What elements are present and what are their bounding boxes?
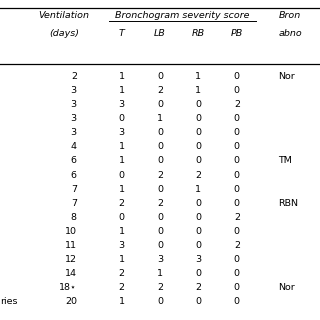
Text: 0: 0: [157, 213, 163, 222]
Text: 4: 4: [71, 142, 77, 151]
Text: 0: 0: [196, 227, 201, 236]
Text: 0: 0: [234, 269, 240, 278]
Text: 1: 1: [119, 297, 124, 306]
Text: 0: 0: [234, 185, 240, 194]
Text: TM: TM: [278, 156, 292, 165]
Text: 2: 2: [234, 100, 240, 109]
Text: 0: 0: [119, 114, 124, 123]
Text: 0: 0: [196, 241, 201, 250]
Text: 1: 1: [119, 72, 124, 81]
Text: 6: 6: [71, 156, 77, 165]
Text: 2: 2: [119, 199, 124, 208]
Text: 0: 0: [234, 86, 240, 95]
Text: 1: 1: [119, 227, 124, 236]
Text: 1: 1: [196, 72, 201, 81]
Text: PB: PB: [231, 29, 243, 38]
Text: 0: 0: [157, 156, 163, 165]
Text: 3: 3: [195, 255, 202, 264]
Text: Bronchogram severity score: Bronchogram severity score: [115, 11, 250, 20]
Text: 0: 0: [157, 297, 163, 306]
Text: 1: 1: [196, 185, 201, 194]
Text: 2: 2: [196, 171, 201, 180]
Text: Nor: Nor: [278, 283, 295, 292]
Text: 0: 0: [196, 156, 201, 165]
Text: 3: 3: [71, 86, 77, 95]
Text: 1: 1: [119, 156, 124, 165]
Text: 1: 1: [119, 255, 124, 264]
Text: 3: 3: [118, 241, 125, 250]
Text: 2: 2: [157, 199, 163, 208]
Text: 3: 3: [71, 114, 77, 123]
Text: 7: 7: [71, 185, 77, 194]
Text: 0: 0: [196, 269, 201, 278]
Text: 11: 11: [65, 241, 77, 250]
Text: 0: 0: [157, 72, 163, 81]
Text: 1: 1: [157, 269, 163, 278]
Text: 1: 1: [119, 86, 124, 95]
Text: 0: 0: [196, 100, 201, 109]
Text: 1: 1: [157, 114, 163, 123]
Text: ries: ries: [0, 297, 18, 306]
Text: 0: 0: [234, 171, 240, 180]
Text: 0: 0: [196, 297, 201, 306]
Text: 0: 0: [234, 297, 240, 306]
Text: 0: 0: [196, 114, 201, 123]
Text: 0: 0: [157, 185, 163, 194]
Text: 2: 2: [119, 269, 124, 278]
Text: 0: 0: [234, 227, 240, 236]
Text: 2: 2: [157, 86, 163, 95]
Text: 18⋆: 18⋆: [59, 283, 77, 292]
Text: 2: 2: [157, 283, 163, 292]
Text: 0: 0: [157, 128, 163, 137]
Text: RB: RB: [192, 29, 205, 38]
Text: 1: 1: [196, 86, 201, 95]
Text: 0: 0: [157, 100, 163, 109]
Text: 3: 3: [157, 255, 163, 264]
Text: 0: 0: [234, 114, 240, 123]
Text: T: T: [119, 29, 124, 38]
Text: 0: 0: [157, 241, 163, 250]
Text: 7: 7: [71, 199, 77, 208]
Text: 2: 2: [119, 283, 124, 292]
Text: 0: 0: [196, 213, 201, 222]
Text: 3: 3: [118, 100, 125, 109]
Text: 0: 0: [234, 255, 240, 264]
Text: LB: LB: [154, 29, 166, 38]
Text: RBN: RBN: [278, 199, 298, 208]
Text: 20: 20: [65, 297, 77, 306]
Text: 0: 0: [119, 213, 124, 222]
Text: 1: 1: [119, 185, 124, 194]
Text: 2: 2: [157, 171, 163, 180]
Text: 0: 0: [234, 128, 240, 137]
Text: 0: 0: [234, 72, 240, 81]
Text: 0: 0: [234, 283, 240, 292]
Text: 0: 0: [234, 199, 240, 208]
Text: 2: 2: [71, 72, 77, 81]
Text: abno: abno: [278, 29, 302, 38]
Text: 3: 3: [118, 128, 125, 137]
Text: 0: 0: [157, 227, 163, 236]
Text: 6: 6: [71, 171, 77, 180]
Text: 3: 3: [71, 100, 77, 109]
Text: 2: 2: [234, 213, 240, 222]
Text: 0: 0: [119, 171, 124, 180]
Text: 0: 0: [196, 142, 201, 151]
Text: 0: 0: [234, 156, 240, 165]
Text: Nor: Nor: [278, 72, 295, 81]
Text: 8: 8: [71, 213, 77, 222]
Text: 0: 0: [196, 128, 201, 137]
Text: 1: 1: [119, 142, 124, 151]
Text: 2: 2: [196, 283, 201, 292]
Text: 14: 14: [65, 269, 77, 278]
Text: Bron: Bron: [278, 11, 301, 20]
Text: Ventilation: Ventilation: [38, 11, 90, 20]
Text: 10: 10: [65, 227, 77, 236]
Text: 12: 12: [65, 255, 77, 264]
Text: 2: 2: [234, 241, 240, 250]
Text: 3: 3: [71, 128, 77, 137]
Text: 0: 0: [196, 199, 201, 208]
Text: 0: 0: [234, 142, 240, 151]
Text: 0: 0: [157, 142, 163, 151]
Text: (days): (days): [49, 29, 79, 38]
